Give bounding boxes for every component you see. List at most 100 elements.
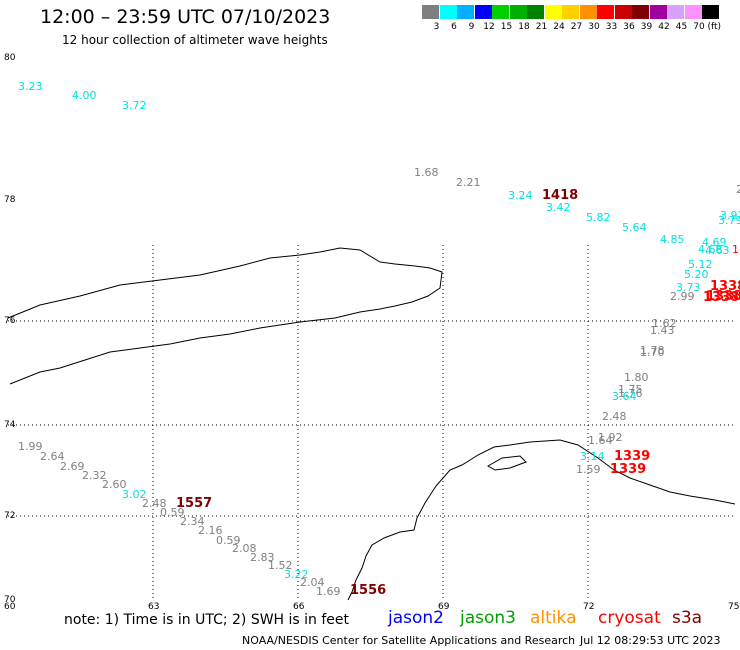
- wave-height-label: 1.92: [598, 431, 623, 444]
- wave-height-label: 4.68: [698, 243, 723, 256]
- wave-height-label: 1.68: [414, 166, 439, 179]
- wave-height-label: 1339: [610, 462, 646, 477]
- wave-height-label: 2: [736, 183, 740, 196]
- legend-swatch: [527, 5, 544, 19]
- legend-label: 39: [640, 22, 653, 32]
- legend-swatch: [457, 5, 474, 19]
- wave-height-label: 4.69: [702, 236, 727, 249]
- wave-height-label: 5.20: [684, 268, 709, 281]
- wave-height-label: 1339: [614, 449, 650, 464]
- latitude-label: 72: [4, 511, 15, 521]
- legend-label: 18: [518, 22, 530, 32]
- wave-height-label: 3.23: [18, 80, 43, 93]
- legend-label: 36: [623, 22, 635, 32]
- wave-height-label: 1.76: [618, 387, 643, 400]
- wave-height-label: 3.24: [508, 189, 533, 202]
- legend-label: 42: [658, 22, 670, 32]
- wave-height-label: 1.70: [640, 346, 665, 359]
- legend-label: 6: [451, 22, 457, 32]
- legend-label: 12: [483, 22, 495, 32]
- legend-label: 15: [500, 22, 513, 32]
- legend-swatch: [649, 5, 667, 19]
- wave-height-label: 0.59: [160, 506, 185, 519]
- legend-swatch: [614, 5, 632, 19]
- legend-label: 27: [570, 22, 583, 32]
- legend-swatch: [509, 5, 527, 19]
- credit-text: NOAA/NESDIS Center for Satellite Applica…: [242, 634, 576, 647]
- legend-label: 3: [433, 22, 440, 32]
- wave-height-label: 2.83: [250, 551, 275, 564]
- wave-height-label: 2.32: [82, 469, 107, 482]
- legend-label: 24: [553, 22, 565, 32]
- satellite-name-s3a: s3a: [672, 608, 703, 628]
- satellite-name-jason2: jason2: [388, 608, 444, 628]
- wave-height-label: 2.16: [198, 524, 223, 537]
- wave-height-label: 5.82: [586, 211, 611, 224]
- legend-swatch: [684, 5, 702, 19]
- legend-unit: (ft): [707, 22, 722, 32]
- longitude-label: 66: [293, 602, 305, 612]
- longitude-label: 63: [148, 602, 159, 612]
- legend-label: 30: [588, 22, 600, 32]
- legend-label: 33: [605, 22, 618, 32]
- wave-height-label: 1338: [703, 290, 739, 305]
- wave-height-label: 1.80: [624, 371, 649, 384]
- wave-height-label: 4.85: [660, 233, 685, 246]
- wave-height-label: 4.00: [72, 89, 97, 102]
- wave-height-label: 1.59: [576, 463, 601, 476]
- wave-height-label: 3.79: [718, 214, 740, 227]
- legend-swatch: [562, 5, 579, 19]
- wave-height-label: 1.52: [268, 559, 293, 572]
- latitude-label: 76: [4, 316, 16, 326]
- wave-height-label: 1: [732, 243, 739, 256]
- legend-label: 9: [468, 22, 475, 32]
- wave-height-label: 1.43: [650, 324, 675, 337]
- wave-height-label: 2.64: [40, 450, 65, 463]
- island: [486, 455, 527, 471]
- latitude-label: 74: [4, 420, 16, 430]
- legend-swatch: [702, 5, 719, 19]
- legend-swatch: [544, 5, 562, 19]
- wave-height-label: 3.42: [546, 201, 571, 214]
- legend-swatch: [422, 5, 439, 19]
- satellite-name-jason3: jason3: [460, 608, 516, 628]
- wave-height-label: 2.99: [670, 290, 695, 303]
- wave-height-label: 3.02: [122, 488, 147, 501]
- longitude-label: 69: [438, 602, 450, 612]
- legend-swatch: [667, 5, 684, 19]
- satellite-name-cryosat: cryosat: [598, 608, 661, 628]
- coastline-south: [347, 439, 736, 601]
- wave-height-label: 1557: [176, 496, 212, 511]
- wave-height-label: 2.04: [300, 576, 325, 589]
- wave-height-label: 1.62: [652, 317, 677, 330]
- satellite-name-altika: altika: [530, 608, 577, 628]
- wave-height-label: 1556: [350, 583, 386, 598]
- wave-height-label: 3.92: [720, 209, 740, 222]
- longitude-label: 60: [4, 602, 16, 612]
- wave-height-label: 2.69: [60, 460, 85, 473]
- coastline-north: [7, 247, 443, 385]
- wave-height-label: 2.60: [102, 478, 127, 491]
- wave-height-label: 1.75: [618, 383, 643, 396]
- wave-height-label: 3.64: [612, 390, 637, 403]
- legend-swatch: [597, 5, 614, 19]
- wave-height-label: 5.12: [688, 258, 713, 271]
- legend-label: 45: [675, 22, 688, 32]
- legend-swatch: [439, 5, 457, 19]
- timestamp-text: Jul 12 08:29:53 UTC 2023: [580, 634, 721, 647]
- wave-height-label: 1338: [706, 289, 740, 304]
- wave-height-label: 3.73: [676, 281, 701, 294]
- latitude-label: 78: [4, 195, 16, 205]
- wave-height-label: 0.59: [216, 534, 241, 547]
- legend-swatch: [474, 5, 492, 19]
- wave-height-label: 3.72: [122, 99, 147, 112]
- wave-height-label: 1338: [710, 279, 740, 294]
- wave-height-label: 2.34: [180, 515, 205, 528]
- wave-height-label: 1.99: [18, 440, 43, 453]
- latitude-label: 80: [4, 53, 16, 63]
- wave-height-label: 5.64: [622, 221, 647, 234]
- legend-label: 21: [535, 22, 548, 32]
